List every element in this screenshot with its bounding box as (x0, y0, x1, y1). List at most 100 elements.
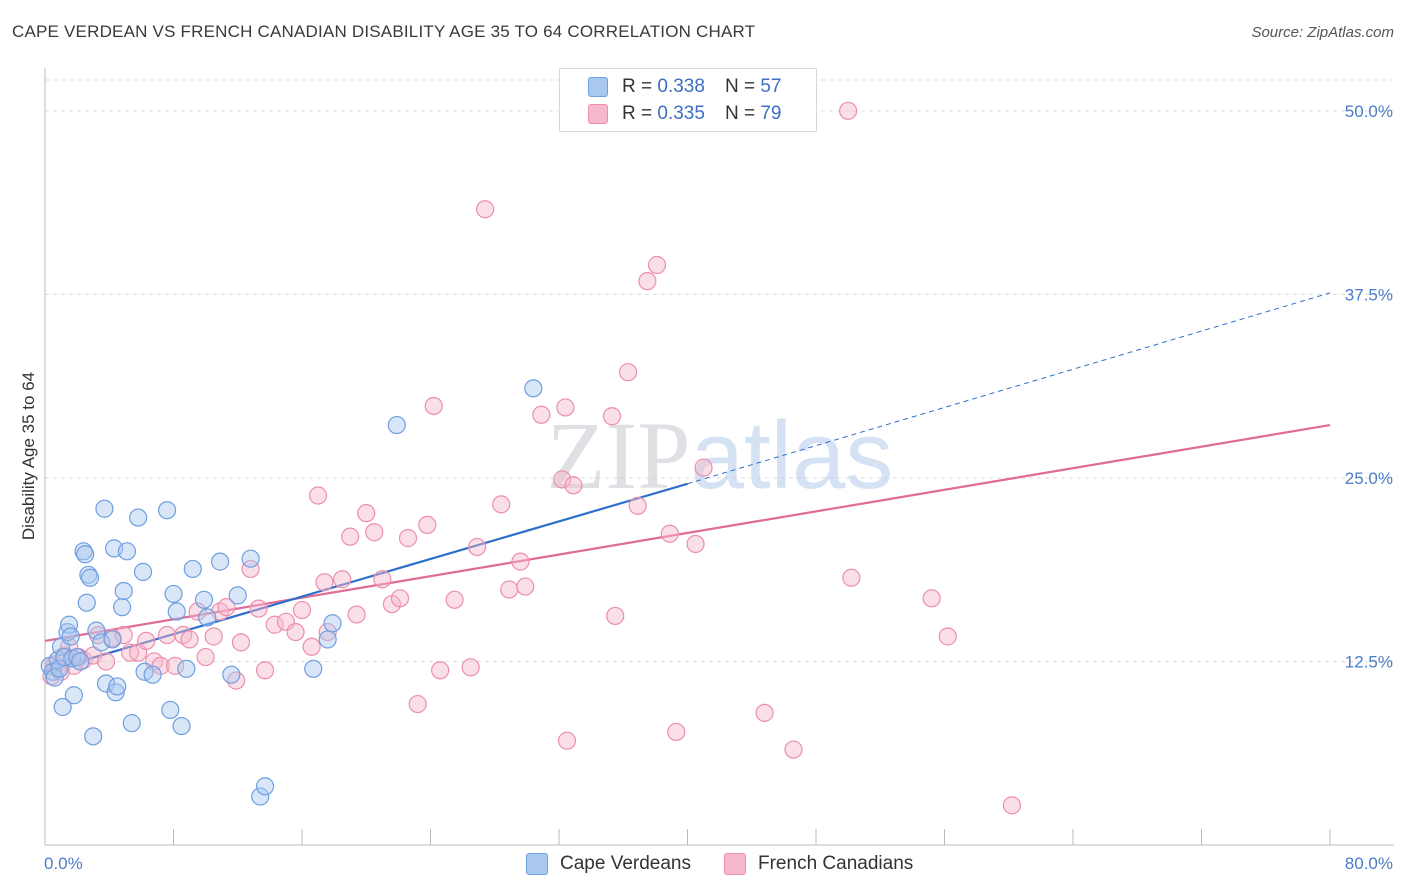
n-label: N = (724, 103, 756, 124)
data-point-french-canadians (390, 589, 410, 608)
data-point-cape-verdeans (129, 508, 148, 527)
data-point-french-canadians (137, 631, 156, 651)
data-point-french-canadians (204, 627, 223, 646)
data-point-french-canadians (557, 731, 577, 750)
data-point-french-canadians (424, 396, 443, 416)
data-point-french-canadians (315, 573, 334, 592)
r-value: 0.335 (657, 103, 705, 124)
legend-row-french-canadians: R = 0.335 N = 79 (588, 102, 781, 126)
data-point-french-canadians (227, 671, 246, 690)
data-point-cape-verdeans (45, 668, 64, 687)
data-point-cape-verdeans (122, 714, 141, 733)
data-point-french-canadians (667, 722, 686, 742)
n-label: N = (724, 76, 756, 97)
data-point-cape-verdeans (323, 614, 342, 633)
data-point-cape-verdeans (222, 665, 241, 684)
data-point-french-canadians (231, 633, 251, 652)
y-axis-title: Disability Age 35 to 64 (19, 372, 38, 540)
pink-swatch (724, 853, 746, 875)
data-point-french-canadians (341, 527, 360, 546)
data-point-cape-verdeans (87, 621, 106, 640)
data-point-cape-verdeans (133, 562, 153, 581)
data-point-cape-verdeans (387, 415, 406, 435)
data-point-cape-verdeans (228, 586, 247, 605)
data-point-cape-verdeans (210, 552, 230, 571)
data-point-cape-verdeans (164, 584, 183, 604)
data-point-french-canadians (461, 658, 480, 677)
cape-verdeans-trend-line (44, 482, 688, 673)
data-point-french-canadians (255, 661, 275, 680)
data-point-french-canadians (492, 495, 511, 514)
data-point-cape-verdeans (112, 598, 132, 617)
n-value: 57 (760, 76, 782, 97)
data-point-french-canadians (842, 568, 861, 587)
data-point-french-canadians (553, 470, 572, 489)
legend-label: Cape Verdeans (560, 853, 691, 874)
data-point-french-canadians (241, 559, 260, 579)
r-label: R = (622, 76, 653, 97)
data-point-french-canadians (938, 627, 957, 646)
data-point-french-canadians (333, 570, 352, 589)
data-point-french-canadians (628, 496, 647, 515)
y-tick-label: 25.0% (1345, 469, 1393, 488)
data-point-cape-verdeans (177, 659, 196, 678)
data-point-cape-verdeans (251, 787, 270, 806)
data-point-french-canadians (476, 200, 495, 219)
data-point-french-canadians (618, 363, 638, 382)
data-point-cape-verdeans (79, 565, 98, 584)
x-tick-label: 0.0% (44, 854, 83, 873)
data-point-cape-verdeans (241, 549, 260, 568)
data-point-cape-verdeans (114, 581, 133, 601)
tick-labels: 12.5% 25.0% 37.5% 50.0% 0.0% 80.0% (44, 102, 1393, 873)
trend-lines (44, 292, 1331, 673)
y-tick-label: 37.5% (1345, 285, 1393, 304)
data-point-french-canadians (694, 458, 713, 477)
data-point-cape-verdeans (64, 686, 84, 705)
data-point-cape-verdeans (108, 677, 127, 696)
data-point-cape-verdeans (524, 379, 543, 398)
data-point-french-canadians (373, 570, 392, 589)
data-point-french-canadians (180, 630, 199, 649)
data-point-cape-verdeans (161, 700, 180, 720)
n-value: 79 (760, 103, 782, 124)
axes (44, 68, 1394, 846)
data-point-french-canadians (157, 625, 177, 645)
data-point-french-canadians (500, 580, 519, 599)
legend-item-cape-verdeans[interactable]: Cape Verdeans (526, 851, 691, 877)
data-point-french-canadians (166, 656, 185, 675)
y-tick-label: 50.0% (1345, 102, 1393, 121)
data-point-french-canadians (511, 552, 530, 571)
legend-item-french-canadians[interactable]: French Canadians (724, 851, 913, 877)
data-point-french-canadians (839, 101, 858, 120)
x-tick-label: 80.0% (1345, 854, 1393, 873)
data-point-french-canadians (922, 589, 941, 608)
data-point-cape-verdeans (95, 499, 114, 518)
data-point-cape-verdeans (157, 501, 177, 520)
data-point-cape-verdeans (198, 608, 217, 627)
data-point-french-canadians (196, 647, 215, 667)
data-point-french-canadians (602, 407, 622, 426)
data-point-french-canadians (292, 600, 312, 620)
stats-legend: R = 0.338 N = 57 R = 0.335 N = 79 (559, 68, 817, 132)
data-point-french-canadians (755, 703, 774, 722)
data-point-cape-verdeans (117, 542, 137, 561)
r-label: R = (622, 103, 653, 124)
cape-verdeans-points (40, 379, 543, 806)
data-point-french-canadians (398, 529, 418, 548)
watermark: ZIPatlas (547, 402, 894, 509)
data-point-cape-verdeans (92, 633, 111, 652)
data-point-french-canadians (532, 405, 551, 424)
legend-row-cape-verdeans: R = 0.338 N = 57 (588, 75, 781, 99)
data-point-cape-verdeans (172, 716, 191, 736)
legend-label: French Canadians (758, 853, 914, 874)
data-point-french-canadians (365, 523, 384, 542)
data-point-cape-verdeans (304, 659, 323, 678)
data-point-french-canadians (516, 577, 535, 596)
data-point-french-canadians (96, 652, 116, 671)
data-point-french-canadians (564, 476, 583, 495)
r-value: 0.338 (657, 76, 705, 97)
data-point-french-canadians (308, 486, 328, 505)
blue-swatch (588, 77, 608, 97)
data-point-french-canadians (431, 661, 450, 680)
data-point-cape-verdeans (103, 630, 122, 649)
